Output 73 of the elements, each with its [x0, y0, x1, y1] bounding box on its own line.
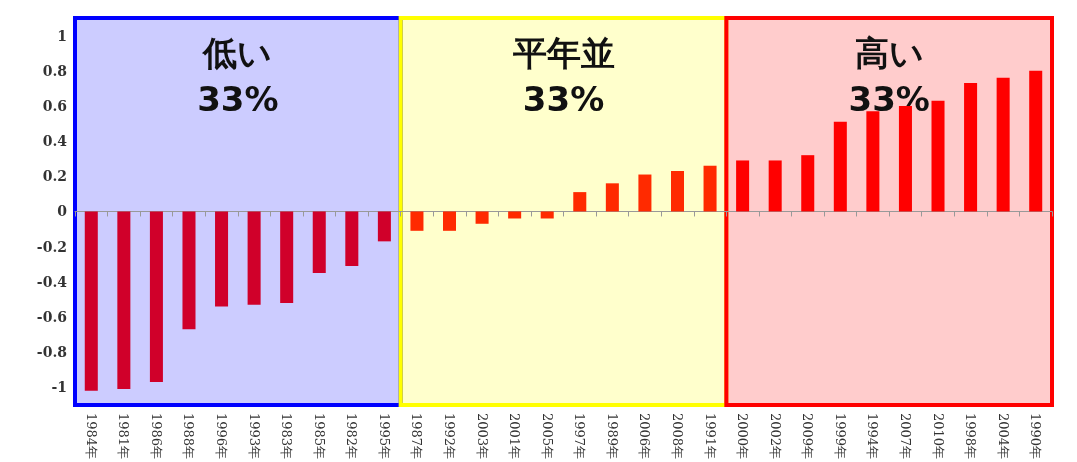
- bar: [703, 165, 717, 212]
- bar: [801, 155, 815, 212]
- x-tick-label: 2004年: [995, 412, 1011, 460]
- bar: [540, 211, 554, 219]
- bar: [768, 160, 782, 212]
- bar: [638, 174, 652, 212]
- x-tick-label: 1992年: [442, 412, 458, 460]
- bar: [866, 111, 880, 212]
- y-tick-label: 0.2: [42, 168, 67, 185]
- x-tick-label: 1987年: [409, 412, 425, 460]
- x-tick-label: 2009年: [800, 412, 816, 460]
- y-tick-label: 0: [57, 203, 68, 220]
- x-tick-label: 1993年: [246, 412, 262, 460]
- bar: [117, 211, 131, 390]
- x-tick-label: 1989年: [604, 412, 620, 460]
- x-tick-label: 2000年: [735, 412, 751, 460]
- x-tick-label: 1986年: [148, 412, 164, 460]
- x-tick-label: 1982年: [344, 412, 360, 460]
- bar: [1029, 70, 1043, 212]
- y-tick-label: -0.4: [36, 273, 68, 290]
- bar: [736, 160, 750, 212]
- x-tick-label: 1991年: [702, 412, 718, 460]
- y-tick-label: -0.6: [36, 308, 67, 325]
- y-tick-label: 0.6: [42, 97, 67, 114]
- bar: [508, 211, 522, 219]
- bar: [833, 121, 847, 212]
- y-tick-label: 0.8: [42, 62, 67, 79]
- x-tick-label: 2001年: [507, 412, 523, 460]
- bar: [377, 211, 391, 242]
- x-tick-label: 2006年: [637, 412, 653, 460]
- x-tick-label: 2003年: [474, 412, 490, 460]
- bar: [312, 211, 326, 274]
- bar: [964, 83, 978, 212]
- bar: [215, 211, 229, 307]
- x-tick-label: 1996年: [214, 412, 230, 460]
- band-label: 高い 33%: [848, 33, 930, 119]
- y-tick-label: -1: [51, 379, 67, 396]
- x-tick-label: 1985年: [311, 412, 327, 460]
- band-label: 平年並 33%: [511, 33, 615, 119]
- bar: [149, 211, 163, 383]
- bar: [410, 211, 424, 231]
- bar: [345, 211, 359, 266]
- x-tick-label: 1990年: [1028, 412, 1044, 460]
- bar: [443, 211, 457, 231]
- x-tick-label: 1994年: [865, 412, 881, 460]
- x-tick-label: 1983年: [279, 412, 295, 460]
- x-tick-label: 2008年: [669, 412, 685, 460]
- x-tick-label: 2005年: [539, 412, 555, 460]
- y-tick-label: -0.8: [36, 344, 67, 361]
- bar: [605, 183, 619, 212]
- x-tick-label: 1999年: [832, 412, 848, 460]
- y-tick-label: -0.2: [36, 238, 67, 255]
- bar: [182, 211, 196, 330]
- bar: [280, 211, 294, 303]
- bar: [996, 77, 1010, 212]
- bar: [670, 171, 684, 212]
- bar: [247, 211, 261, 305]
- bar: [475, 211, 489, 224]
- x-tick-label: 1995年: [376, 412, 392, 460]
- x-tick-label: 1998年: [963, 412, 979, 460]
- band-label: 低い 33%: [197, 33, 279, 119]
- y-tick-label: 0.4: [42, 133, 68, 150]
- x-tick-label: 2007年: [897, 412, 913, 460]
- bar: [573, 192, 587, 212]
- x-tick-label: 1997年: [572, 412, 588, 460]
- x-tick-label: 2010年: [930, 412, 946, 460]
- x-tick-label: 2002年: [767, 412, 783, 460]
- bar: [84, 211, 98, 391]
- x-tick-label: 1988年: [181, 412, 197, 460]
- bar: [931, 100, 945, 212]
- x-tick-label: 1984年: [83, 412, 99, 460]
- x-tick-label: 1981年: [116, 412, 132, 460]
- y-tick-label: 1: [57, 27, 67, 44]
